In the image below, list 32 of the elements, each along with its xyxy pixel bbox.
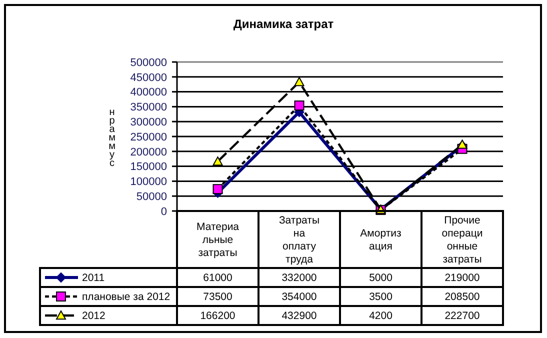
chart-title: Динамика затрат [233,17,334,31]
data-label: 3500 [369,291,393,304]
y-tick-label: 0 [160,206,167,218]
data-label: 4200 [369,310,393,322]
data-label: 332000 [282,272,317,284]
data-label: 5000 [369,272,393,284]
y-tick-label: 450000 [130,72,167,84]
data-label: 222700 [444,310,480,322]
data-label: 61000 [203,272,233,284]
data-label: 354000 [282,291,317,304]
data-label: 432900 [282,310,317,322]
y-tick-label: 500000 [130,56,167,69]
x-tick-label: Затраты на оплату труда [278,214,320,266]
legend-label: 2012 [82,310,106,322]
y-tick-label: 100000 [130,176,167,188]
data-label: 166200 [200,310,236,322]
y-tick-label: 400000 [130,86,167,99]
y-tick-label: 150000 [130,161,167,174]
data-label: 73500 [203,291,233,304]
legend-label: плановые за 2012 [82,291,170,304]
x-tick-label: Амортиз ация [360,228,402,253]
legend-label: 2011 [82,272,105,284]
x-tick-label: Материа льные затраты [196,221,240,260]
y-tick-label: 250000 [130,131,167,144]
data-label: 208500 [444,291,480,304]
data-label: 219000 [444,272,480,284]
y-axis-title: нраммус [108,107,116,169]
y-tick-label: 200000 [130,146,167,158]
y-tick-label: 350000 [130,102,167,114]
y-tick-label: 50000 [136,190,167,203]
x-tick-label: Прочие операци онные затраты [442,214,483,266]
y-tick-label: 300000 [130,116,167,128]
